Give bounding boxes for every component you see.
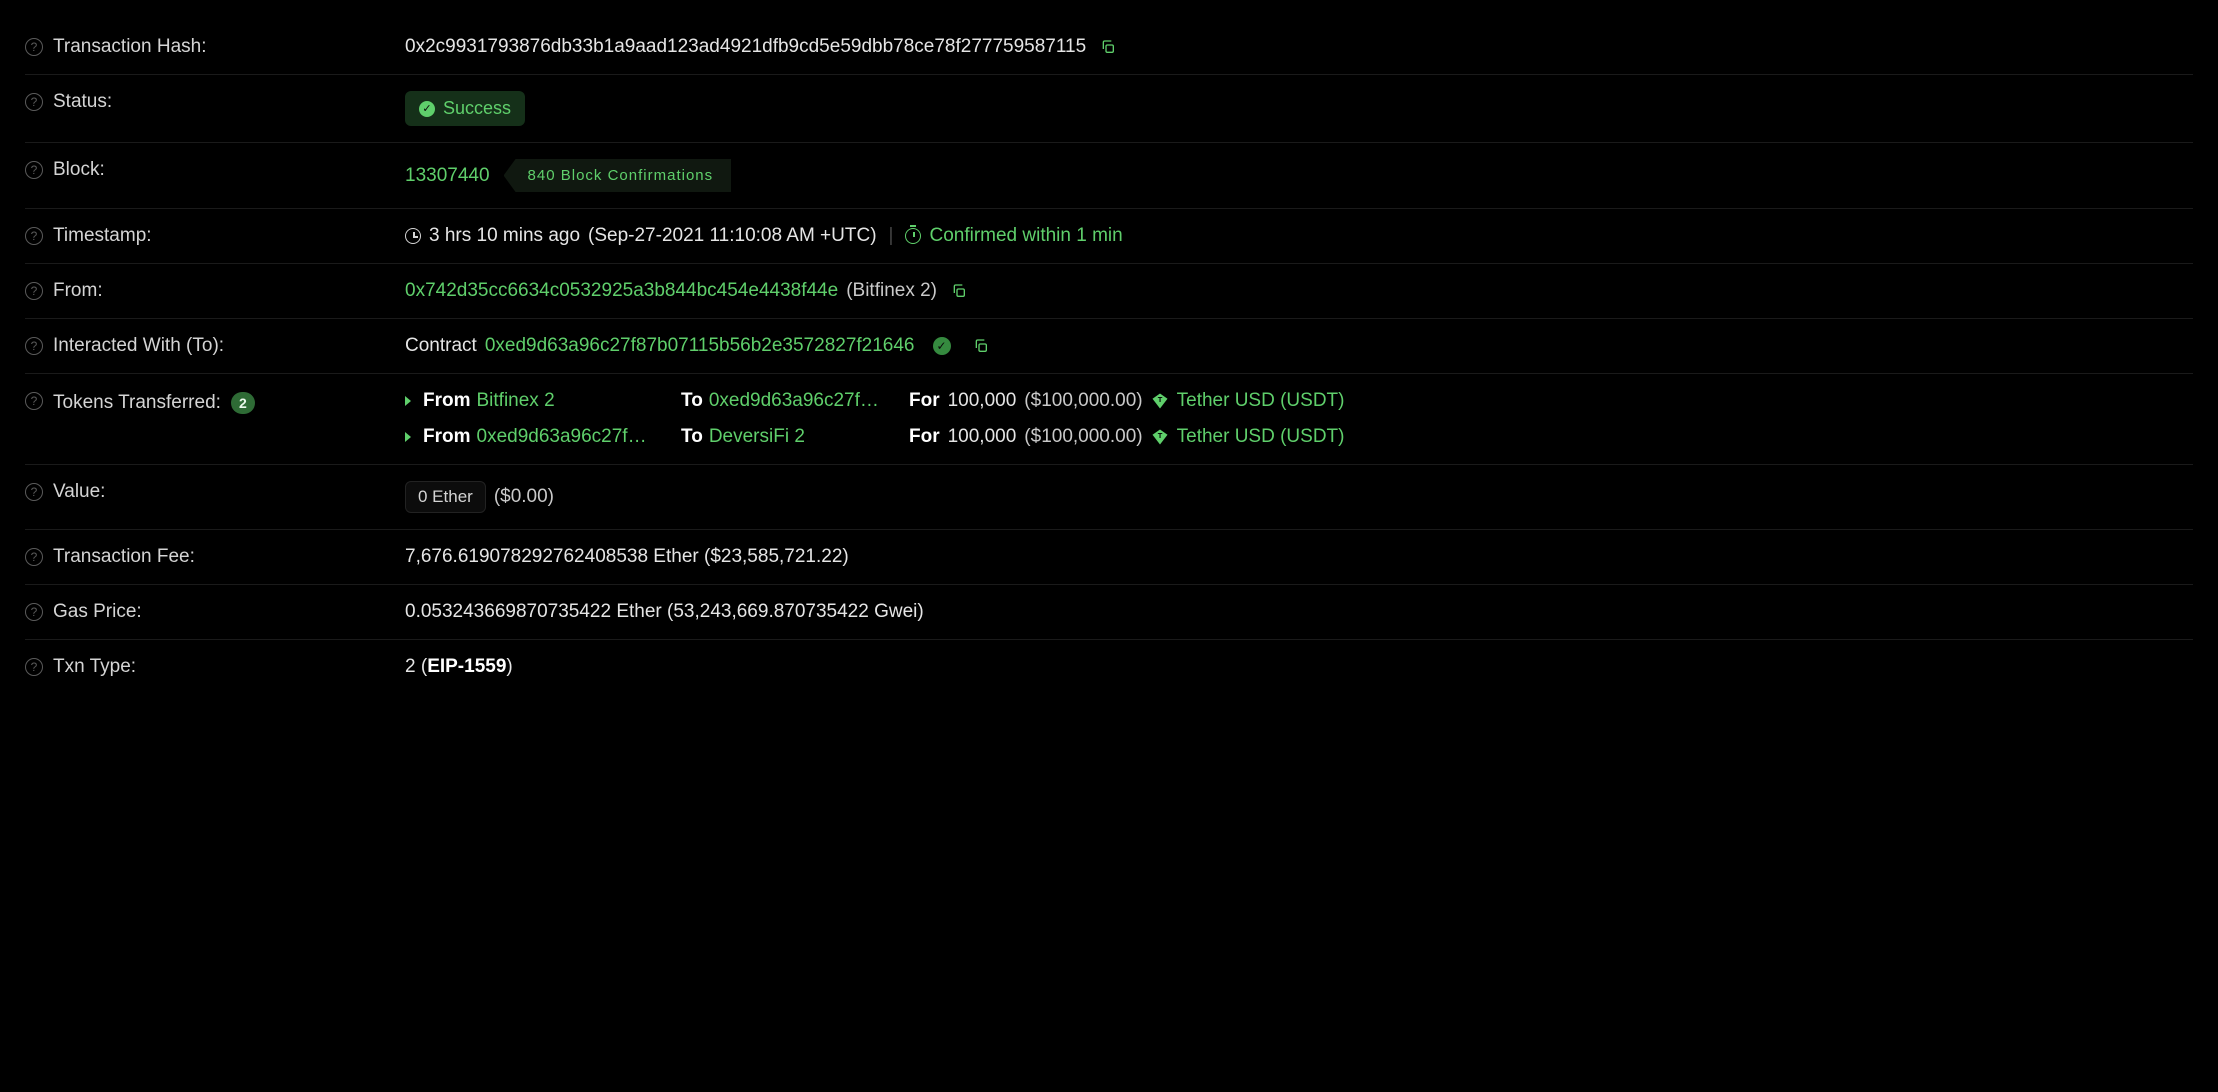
row-timestamp: ? Timestamp: 3 hrs 10 mins ago (Sep-27-2… — [25, 209, 2193, 264]
tx-fee-value: 7,676.619078292762408538 Ether ($23,585,… — [405, 546, 849, 568]
row-block: ? Block: 13307440 840 Block Confirmation… — [25, 143, 2193, 209]
transfer-token-link[interactable]: Tether USD (USDT) — [1177, 390, 1345, 412]
from-address-link[interactable]: 0x742d35cc6634c0532925a3b844bc454e4438f4… — [405, 280, 838, 302]
clock-icon — [405, 228, 421, 244]
check-icon: ✓ — [419, 101, 435, 117]
transfer-to-label: To — [681, 426, 703, 448]
tether-icon: T — [1151, 392, 1169, 410]
value-usd: ($0.00) — [494, 486, 554, 508]
svg-text:T: T — [1157, 395, 1162, 404]
help-icon[interactable]: ? — [25, 337, 43, 355]
transfer-for-label: For — [909, 390, 940, 412]
verified-icon: ✓ — [933, 337, 951, 355]
tx-hash-value: 0x2c9931793876db33b1a9aad123ad4921dfb9cd… — [405, 36, 1086, 58]
caret-icon — [405, 432, 411, 442]
transfer-from-link[interactable]: 0xed9d63a96c27f… — [477, 426, 647, 448]
transfer-from-label: From — [423, 390, 471, 412]
label-from: From: — [53, 280, 103, 302]
row-tx-hash: ? Transaction Hash: 0x2c9931793876db33b1… — [25, 20, 2193, 75]
tx-details-panel: ? Transaction Hash: 0x2c9931793876db33b1… — [25, 20, 2193, 694]
transfer-usd: ($100,000.00) — [1024, 426, 1142, 448]
to-address-link[interactable]: 0xed9d63a96c27f87b07115b56b2e3572827f216… — [485, 335, 915, 357]
status-text: Success — [443, 98, 511, 119]
copy-icon[interactable] — [1100, 39, 1116, 55]
row-from: ? From: 0x742d35cc6634c0532925a3b844bc45… — [25, 264, 2193, 319]
help-icon[interactable]: ? — [25, 282, 43, 300]
copy-icon[interactable] — [951, 283, 967, 299]
label-txn-type: Txn Type: — [53, 656, 136, 678]
block-link[interactable]: 13307440 — [405, 165, 490, 187]
transfer-to-link[interactable]: 0xed9d63a96c27f… — [709, 390, 879, 412]
copy-icon[interactable] — [973, 338, 989, 354]
transfers-list: From Bitfinex 2 To 0xed9d63a96c27f… For … — [405, 390, 1344, 448]
txn-type-name: EIP-1559 — [427, 656, 506, 677]
transfer-item: From Bitfinex 2 To 0xed9d63a96c27f… For … — [405, 390, 1344, 412]
row-txn-type: ? Txn Type: 2 (EIP-1559) — [25, 640, 2193, 694]
help-icon[interactable]: ? — [25, 38, 43, 56]
tether-icon: T — [1151, 428, 1169, 446]
label-block: Block: — [53, 159, 105, 181]
transfer-from-label: From — [423, 426, 471, 448]
row-to: ? Interacted With (To): Contract 0xed9d6… — [25, 319, 2193, 374]
gas-price-value: 0.053243669870735422 Ether (53,243,669.8… — [405, 601, 924, 623]
label-tx-fee: Transaction Fee: — [53, 546, 195, 568]
help-icon[interactable]: ? — [25, 93, 43, 111]
transfer-amount: 100,000 — [948, 390, 1017, 412]
tokens-count-badge: 2 — [231, 392, 255, 414]
row-tokens-transferred: ? Tokens Transferred: 2 From Bitfinex 2 … — [25, 374, 2193, 465]
value-eth: 0 Ether — [405, 481, 486, 513]
stopwatch-icon — [905, 228, 921, 244]
from-label: (Bitfinex 2) — [846, 280, 937, 302]
row-tx-fee: ? Transaction Fee: 7,676.619078292762408… — [25, 530, 2193, 585]
help-icon[interactable]: ? — [25, 658, 43, 676]
confirmed-within: Confirmed within 1 min — [929, 225, 1122, 247]
to-prefix: Contract — [405, 335, 477, 357]
row-value: ? Value: 0 Ether ($0.00) — [25, 465, 2193, 530]
label-value: Value: — [53, 481, 105, 503]
label-to: Interacted With (To): — [53, 335, 224, 357]
help-icon[interactable]: ? — [25, 161, 43, 179]
row-gas-price: ? Gas Price: 0.053243669870735422 Ether … — [25, 585, 2193, 640]
transfer-amount: 100,000 — [948, 426, 1017, 448]
caret-icon — [405, 396, 411, 406]
label-status: Status: — [53, 91, 112, 113]
transfer-to-link[interactable]: DeversiFi 2 — [709, 426, 805, 448]
confirmations-badge: 840 Block Confirmations — [504, 159, 732, 192]
help-icon[interactable]: ? — [25, 603, 43, 621]
label-gas-price: Gas Price: — [53, 601, 142, 623]
transfer-usd: ($100,000.00) — [1024, 390, 1142, 412]
separator: | — [889, 225, 894, 247]
label-timestamp: Timestamp: — [53, 225, 152, 247]
help-icon[interactable]: ? — [25, 483, 43, 501]
status-badge: ✓ Success — [405, 91, 525, 126]
txn-type-value: 2 (EIP-1559) — [405, 656, 513, 678]
svg-text:T: T — [1157, 431, 1162, 440]
label-tx-hash: Transaction Hash: — [53, 36, 206, 58]
help-icon[interactable]: ? — [25, 548, 43, 566]
timestamp-absolute: (Sep-27-2021 11:10:08 AM +UTC) — [588, 225, 877, 247]
transfer-to-label: To — [681, 390, 703, 412]
help-icon[interactable]: ? — [25, 392, 43, 410]
row-status: ? Status: ✓ Success — [25, 75, 2193, 143]
txn-type-num: 2 — [405, 656, 416, 677]
transfer-token-link[interactable]: Tether USD (USDT) — [1177, 426, 1345, 448]
help-icon[interactable]: ? — [25, 227, 43, 245]
transfer-item: From 0xed9d63a96c27f… To DeversiFi 2 For… — [405, 426, 1344, 448]
transfer-from-link[interactable]: Bitfinex 2 — [477, 390, 555, 412]
label-tokens: Tokens Transferred: — [53, 392, 221, 414]
timestamp-relative: 3 hrs 10 mins ago — [429, 225, 580, 247]
transfer-for-label: For — [909, 426, 940, 448]
